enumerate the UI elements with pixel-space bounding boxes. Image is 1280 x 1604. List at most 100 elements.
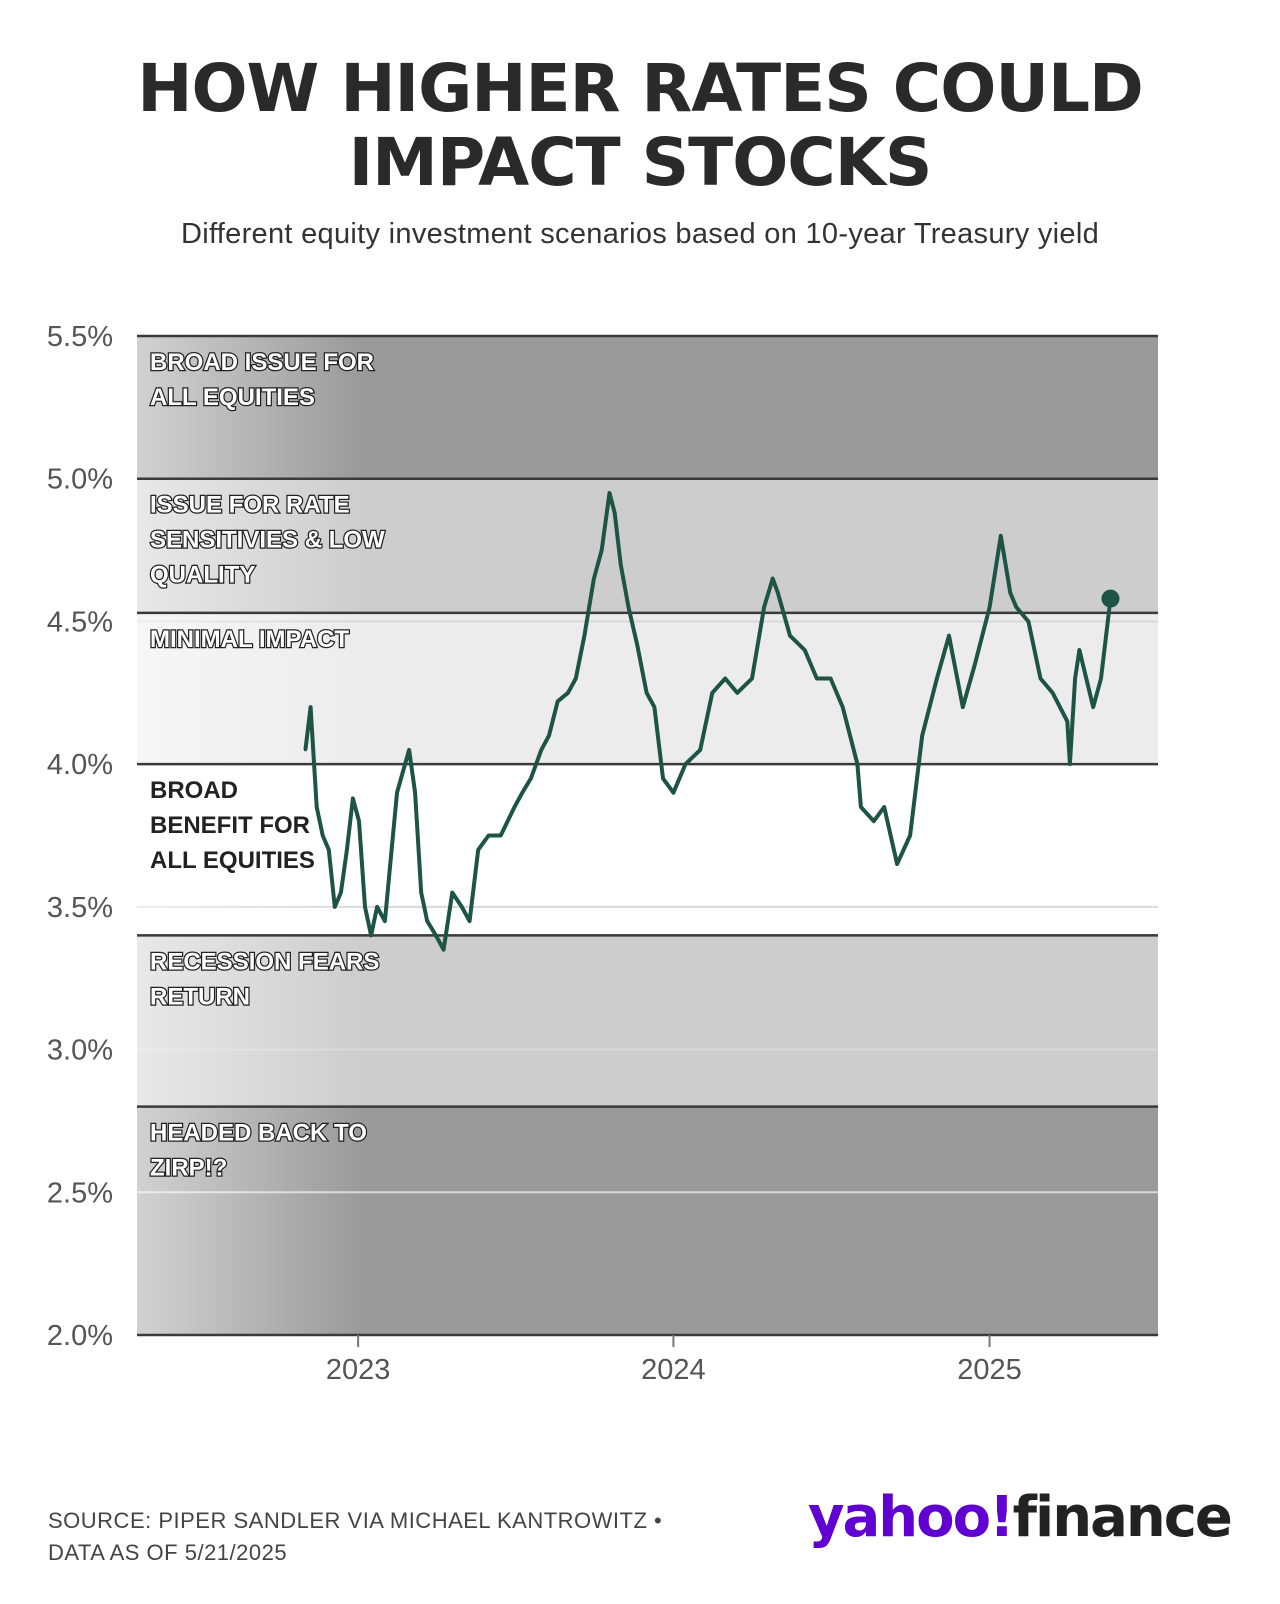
series-point — [1068, 762, 1072, 766]
series-point — [529, 776, 533, 780]
series-point — [645, 691, 649, 695]
series-point — [619, 562, 623, 566]
series-point — [661, 776, 665, 780]
zone-label-5: HEADED BACK TO — [150, 1120, 367, 1147]
y-tick-label: 2.5% — [47, 1177, 113, 1209]
series-point — [315, 805, 319, 809]
y-axis-ticks: 5.5% 5.0% 4.5% 4.0% 3.5% 3.0% 2.5% 2.0% — [47, 321, 113, 1352]
series-point — [425, 919, 429, 923]
series-point — [450, 891, 454, 895]
chart-title: HOW HIGHER RATES COULD IMPACT STOCKS — [0, 52, 1280, 200]
source-note: SOURCE: PIPER SANDLER VIA MICHAEL KANTRO… — [48, 1505, 662, 1569]
series-point — [566, 691, 570, 695]
series-point — [407, 748, 411, 752]
y-tick-label: 5.0% — [47, 464, 113, 496]
series-point — [383, 919, 387, 923]
source-line-1: SOURCE: PIPER SANDLER VIA MICHAEL KANTRO… — [48, 1508, 663, 1533]
series-point — [1099, 677, 1103, 681]
series-point — [357, 819, 361, 823]
zone-label-3: BENEFIT FOR — [150, 812, 310, 839]
series-point — [476, 848, 480, 852]
series-point — [339, 891, 343, 895]
series-point — [419, 891, 423, 895]
series-point — [882, 805, 886, 809]
series-point — [345, 848, 349, 852]
series-point — [652, 705, 656, 709]
logo-brand: yahoo! — [808, 1485, 1015, 1550]
x-tick-label: 2024 — [641, 1354, 706, 1386]
title-line-1: HOW HIGHER RATES COULD — [137, 50, 1144, 127]
series-point — [859, 805, 863, 809]
series-group — [303, 491, 1120, 952]
zone-label-5: ZIRP!? — [150, 1155, 227, 1182]
zone-label-1: QUALITY — [150, 562, 255, 589]
series-point — [512, 805, 516, 809]
zone-label-1: SENSITIVIES & LOW — [150, 527, 385, 554]
zone-label-2: MINIMAL IMPACT — [150, 626, 349, 653]
x-tick-label: 2023 — [326, 1354, 391, 1386]
series-point — [935, 677, 939, 681]
series-point — [999, 534, 1003, 538]
series-point — [1065, 719, 1069, 723]
latest-value-marker — [1101, 589, 1120, 608]
chart-subtitle: Different equity investment scenarios ba… — [180, 218, 1099, 250]
series-point — [698, 748, 702, 752]
series-point — [303, 748, 307, 752]
series-point — [961, 705, 965, 709]
series-point — [776, 591, 780, 595]
series-point — [829, 677, 833, 681]
series-point — [815, 677, 819, 681]
zone-label-3: ALL EQUITIES — [150, 847, 315, 874]
series-point — [762, 605, 766, 609]
series-point — [309, 705, 313, 709]
y-tick-label: 2.0% — [47, 1320, 113, 1352]
series-point — [333, 905, 337, 909]
y-tick-label: 3.0% — [47, 1035, 113, 1067]
x-tick-label: 2025 — [957, 1354, 1022, 1386]
y-tick-label: 5.5% — [47, 321, 113, 353]
logo-product: finance — [1012, 1485, 1233, 1550]
series-point — [735, 691, 739, 695]
series-point — [321, 834, 325, 837]
series-point — [395, 791, 399, 795]
zone-label-4: RETURN — [150, 983, 250, 1010]
series-point — [803, 648, 807, 652]
series-point — [600, 548, 604, 552]
series-point — [1077, 648, 1081, 652]
series-point — [920, 734, 924, 738]
series-point — [895, 862, 899, 866]
series-point — [626, 605, 630, 609]
yahoo-finance-logo: yahoo!finance — [808, 1485, 1233, 1550]
y-tick-label: 3.5% — [47, 892, 113, 924]
y-tick-label: 4.0% — [47, 749, 113, 781]
title-line-2: IMPACT STOCKS — [348, 124, 933, 201]
series-point — [556, 699, 560, 703]
series-point — [710, 691, 714, 695]
yield-chart: 5.5%5.0%4.5%4.0%3.5%3.0%2.5%2.0% 2023 202… — [47, 321, 1158, 1386]
series-point — [788, 634, 792, 638]
series-point — [1051, 691, 1055, 695]
series-point — [327, 848, 331, 852]
series-point — [539, 748, 543, 752]
series-point — [460, 905, 464, 909]
series-point — [1014, 605, 1018, 609]
zone-label-0: BROAD ISSUE FOR — [150, 349, 374, 376]
series-point — [988, 605, 992, 609]
x-axis-ticks: 2023 2024 2025 — [326, 1335, 1022, 1386]
zone-labels: BROAD ISSUE FOR ALL EQUITIES ISSUE FOR RAT… — [149, 348, 387, 1183]
series-line-0 — [303, 491, 1113, 952]
series-point — [1039, 677, 1043, 681]
source-line-2: DATA AS OF 5/21/2025 — [48, 1540, 288, 1565]
series-point — [872, 819, 876, 823]
series-point — [635, 642, 639, 646]
series-point — [375, 905, 379, 909]
series-point — [1026, 619, 1030, 623]
series-point — [582, 634, 586, 638]
series-point — [947, 634, 951, 638]
y-tick-label: 4.5% — [47, 606, 113, 638]
series-point — [487, 834, 491, 837]
series-point — [1091, 705, 1095, 709]
series-point — [750, 677, 754, 681]
series-point — [613, 511, 617, 515]
series-point — [973, 662, 977, 666]
